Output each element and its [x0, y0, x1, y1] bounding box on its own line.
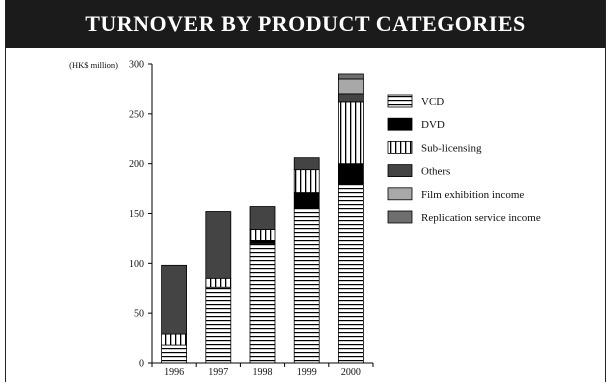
bar-segment [249, 206, 276, 230]
bar-segment [161, 264, 188, 335]
legend-swatch [387, 164, 413, 178]
bar-segment [205, 286, 232, 364]
y-tick-label: 150 [129, 209, 144, 220]
y-tick-label: 200 [129, 159, 144, 170]
x-tick-label: 1999 [297, 367, 317, 378]
legend-swatch [387, 210, 413, 224]
y-tick-label: 50 [134, 309, 144, 320]
y-unit-label: (HK$ million) [69, 60, 118, 70]
legend-swatch [387, 94, 413, 108]
legend-label: Replication service income [421, 212, 541, 224]
bar-segment [337, 73, 364, 80]
y-tick-label: 100 [129, 259, 144, 270]
bar-segment [205, 211, 232, 279]
bar-segment [337, 183, 364, 364]
legend-swatch [387, 187, 413, 201]
bar-segment [293, 208, 320, 364]
bar-segment [293, 169, 320, 193]
x-tick-label: 2000 [341, 367, 361, 378]
legend-label: Others [421, 166, 450, 178]
chart-title: TURNOVER BY PRODUCT CATEGORIES [6, 0, 605, 48]
legend-swatch [387, 140, 413, 154]
y-tick-label: 300 [129, 60, 144, 71]
legend: VCD DVD Sub-licensing Others Film exhibition… [387, 94, 541, 224]
legend-label: DVD [421, 119, 445, 131]
bar-segment [249, 240, 276, 244]
legend-label: VCD [421, 96, 444, 108]
y-tick-label: 250 [129, 109, 144, 120]
bar-segment [337, 101, 364, 165]
x-tick-label: 1997 [208, 367, 228, 378]
legend-label: Film exhibition income [421, 189, 524, 201]
y-tick-label: 0 [139, 359, 144, 370]
x-tick-label: 1996 [164, 367, 184, 378]
bar-segment [337, 163, 364, 185]
bar-segment [249, 242, 276, 364]
bar-segment [161, 344, 188, 364]
bar-segment [205, 277, 232, 288]
bar-segment [337, 93, 364, 103]
bar-segment [293, 157, 320, 171]
bar-segment [161, 333, 188, 346]
bars [161, 73, 364, 364]
x-axis: 1996 1997 1998 1999 2000 [151, 362, 374, 378]
legend-label: Sub-licensing [421, 142, 482, 154]
bar-segment [337, 78, 364, 95]
bar-segment [249, 229, 276, 241]
x-tick-label: 1998 [253, 367, 273, 378]
y-axis: 0 50 100 150 200 250 300 [129, 60, 153, 370]
legend-swatch [387, 117, 413, 131]
bar-segment [293, 192, 320, 209]
chart-frame: TURNOVER BY PRODUCT CATEGORIES [5, 0, 606, 382]
